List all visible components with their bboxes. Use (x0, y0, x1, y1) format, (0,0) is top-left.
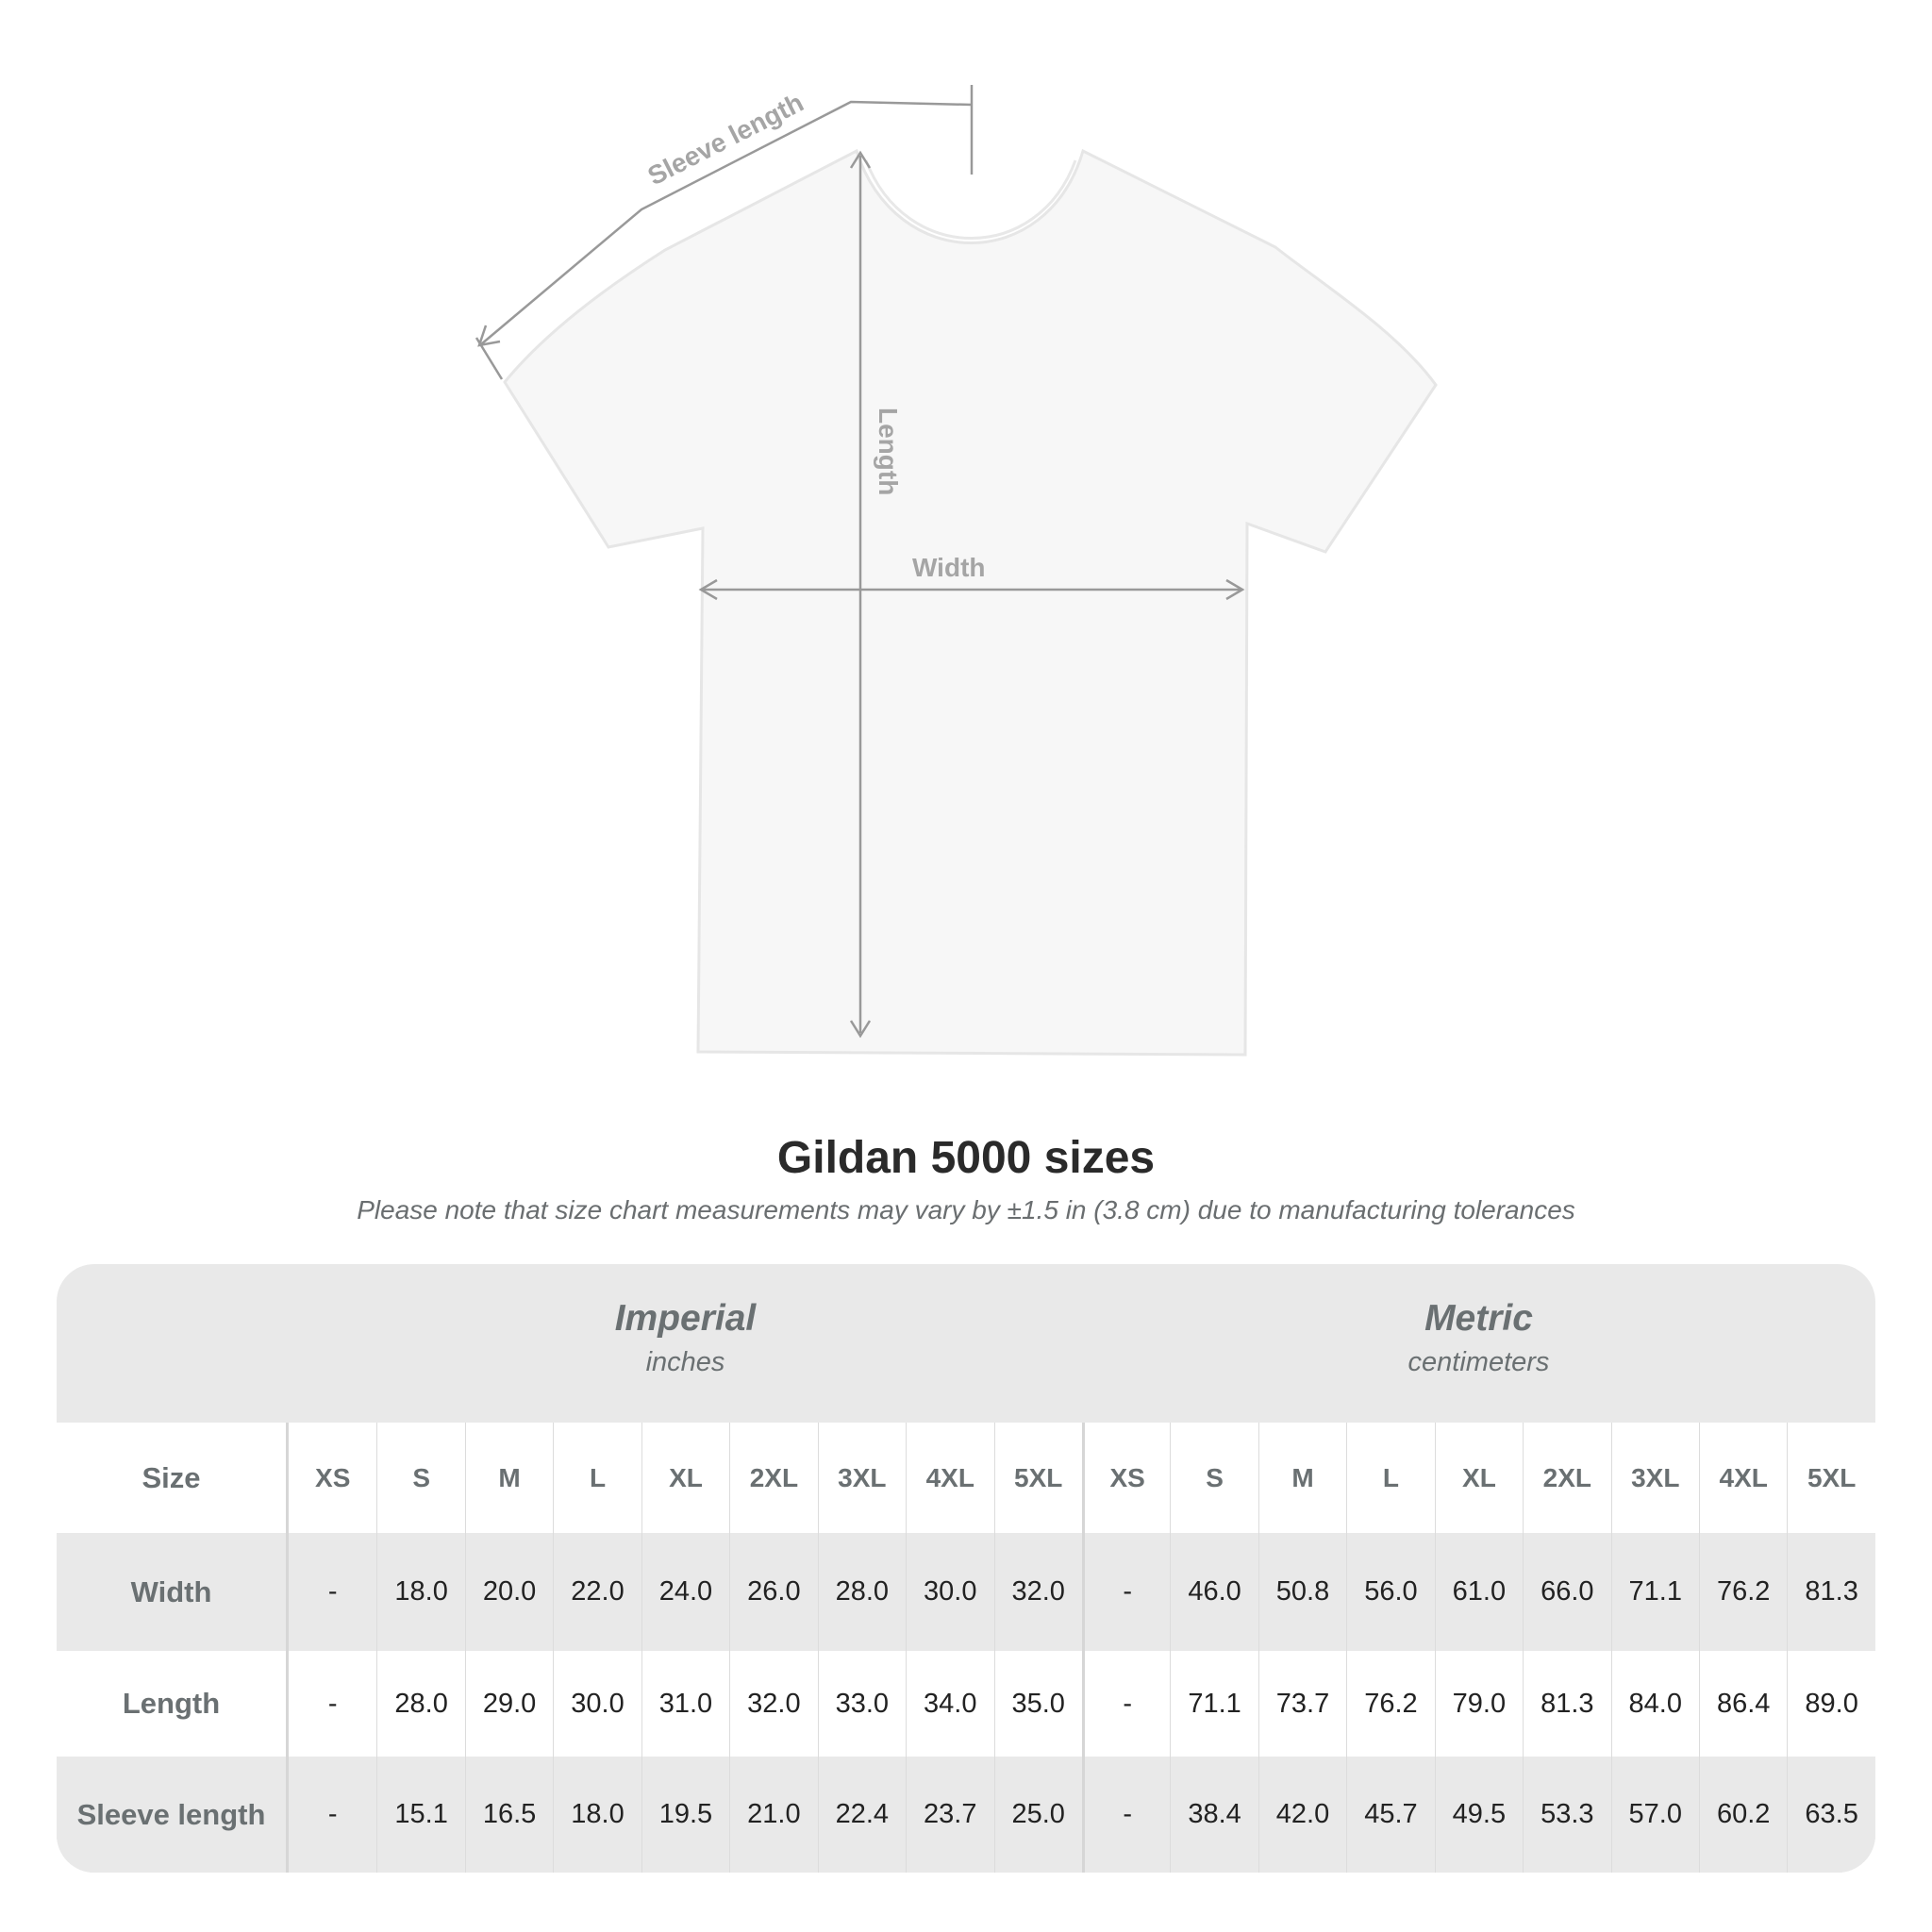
row-label: Length (57, 1651, 289, 1757)
size-header: L (553, 1423, 641, 1533)
metric-cell: 86.4 (1699, 1651, 1787, 1757)
imperial-cell: 29.0 (464, 1651, 553, 1757)
metric-cell: 84.0 (1610, 1651, 1699, 1757)
table-row: Length -28.0 29.0 30.0 31.0 32.0 33.0 34.0 35.0-… (57, 1651, 1875, 1757)
metric-cell: 42.0 (1257, 1757, 1346, 1873)
imperial-cell: 34.0 (906, 1651, 993, 1757)
size-header: 5XL (1787, 1423, 1874, 1533)
metric-cell: 38.4 (1170, 1757, 1257, 1873)
imperial-cell: 19.5 (641, 1757, 729, 1873)
size-header: 4XL (1699, 1423, 1787, 1533)
metric-cell: 71.1 (1610, 1533, 1699, 1651)
imperial-cell: 20.0 (464, 1533, 553, 1651)
imperial-cell: 23.7 (906, 1757, 993, 1873)
metric-cell: 61.0 (1434, 1533, 1523, 1651)
imperial-cell: 25.0 (993, 1757, 1082, 1873)
size-header: XL (641, 1423, 729, 1533)
imperial-cell: 26.0 (729, 1533, 817, 1651)
imperial-cell: 22.0 (553, 1533, 641, 1651)
page-title: Gildan 5000 sizes (776, 1133, 1156, 1183)
imperial-cell: 31.0 (641, 1651, 729, 1757)
imperial-cell: 28.0 (817, 1533, 906, 1651)
size-header: XS (315, 1462, 351, 1492)
metric-cell: 81.3 (1523, 1651, 1610, 1757)
size-header-row: Size XS S M L XL 2XL 3XL 4XL 5XL XS S M L XL 2XL 3XL 4XL 5… (57, 1423, 1875, 1533)
size-header: 5XL (993, 1423, 1082, 1533)
imperial-cell: 32.0 (993, 1533, 1082, 1651)
metric-cell: 81.3 (1787, 1533, 1874, 1651)
metric-cell: - (1081, 1757, 1170, 1873)
metric-cell: 50.8 (1257, 1533, 1346, 1651)
tolerance-note: Please note that size chart measurements… (357, 1195, 1575, 1224)
size-header: M (464, 1423, 553, 1533)
imperial-cell: 24.0 (641, 1533, 729, 1651)
size-header: 2XL (1523, 1423, 1610, 1533)
size-header: 3XL (1610, 1423, 1699, 1533)
size-header: 4XL (906, 1423, 993, 1533)
width-label: Width (912, 553, 986, 582)
sleeve-label: Sleeve length (643, 88, 808, 192)
imperial-cell: 21.0 (729, 1757, 817, 1873)
metric-cell: 76.2 (1346, 1651, 1434, 1757)
metric-cell: 60.2 (1699, 1757, 1787, 1873)
metric-cell: 63.5 (1787, 1757, 1874, 1873)
row-label: Width (57, 1533, 289, 1651)
size-header: M (1257, 1423, 1346, 1533)
metric-cell: 66.0 (1523, 1533, 1610, 1651)
size-table: Imperial inches Metric centimeters Size X… (57, 1264, 1875, 1873)
length-label: Length (874, 408, 903, 495)
tshirt-shape (503, 148, 1438, 1057)
imperial-cell: 32.0 (729, 1651, 817, 1757)
imperial-cell: 22.4 (817, 1757, 906, 1873)
size-header: S (376, 1423, 464, 1533)
row-label: Sleeve length (57, 1757, 289, 1873)
size-header: 3XL (817, 1423, 906, 1533)
imperial-header: Imperial inches (289, 1264, 1082, 1423)
metric-cell: 45.7 (1346, 1757, 1434, 1873)
size-header: XS (1081, 1423, 1170, 1533)
metric-header: Metric centimeters (1082, 1264, 1875, 1423)
metric-cell: 89.0 (1787, 1651, 1874, 1757)
row-label: Size (57, 1423, 289, 1533)
sleeve-arrow (480, 100, 973, 345)
table-row: Width -18.0 20.0 22.0 24.0 26.0 28.0 30.0 32.0-4… (57, 1533, 1875, 1651)
imperial-cell: 16.5 (464, 1757, 553, 1873)
metric-cell: - (1081, 1651, 1170, 1757)
metric-cell: 56.0 (1346, 1533, 1434, 1651)
size-header: L (1346, 1423, 1434, 1533)
metric-cell: - (1081, 1533, 1170, 1651)
imperial-cell: - (327, 1576, 338, 1607)
imperial-cell: 18.0 (376, 1533, 464, 1651)
metric-cell: 79.0 (1434, 1651, 1523, 1757)
imperial-cell: 30.0 (906, 1533, 993, 1651)
imperial-cell: 15.1 (376, 1757, 464, 1873)
metric-cell: 49.5 (1434, 1757, 1523, 1873)
imperial-cell: 33.0 (817, 1651, 906, 1757)
metric-cell: 53.3 (1523, 1757, 1610, 1873)
metric-cell: 73.7 (1257, 1651, 1346, 1757)
imperial-cell: - (327, 1688, 338, 1719)
imperial-cell: 30.0 (553, 1651, 641, 1757)
metric-cell: 71.1 (1170, 1651, 1257, 1757)
metric-title: Metric (1424, 1298, 1533, 1339)
metric-cell: 57.0 (1610, 1757, 1699, 1873)
imperial-cell: 28.0 (376, 1651, 464, 1757)
imperial-title: Imperial (614, 1298, 757, 1339)
imperial-cell: - (327, 1799, 338, 1829)
table-row: Sleeve length - 15.1 16.5 18.0 19.5 21.0 22.4 23… (57, 1757, 1875, 1873)
metric-unit: centimeters (1407, 1347, 1550, 1377)
size-header: 2XL (729, 1423, 817, 1533)
tshirt-diagram: Sleeve length Length Width (475, 85, 1438, 1057)
size-header: S (1170, 1423, 1257, 1533)
size-header: XL (1434, 1423, 1523, 1533)
imperial-unit: inches (645, 1347, 725, 1377)
imperial-cell: 35.0 (993, 1651, 1082, 1757)
metric-cell: 76.2 (1699, 1533, 1787, 1651)
imperial-cell: 18.0 (553, 1757, 641, 1873)
metric-cell: 46.0 (1170, 1533, 1257, 1651)
